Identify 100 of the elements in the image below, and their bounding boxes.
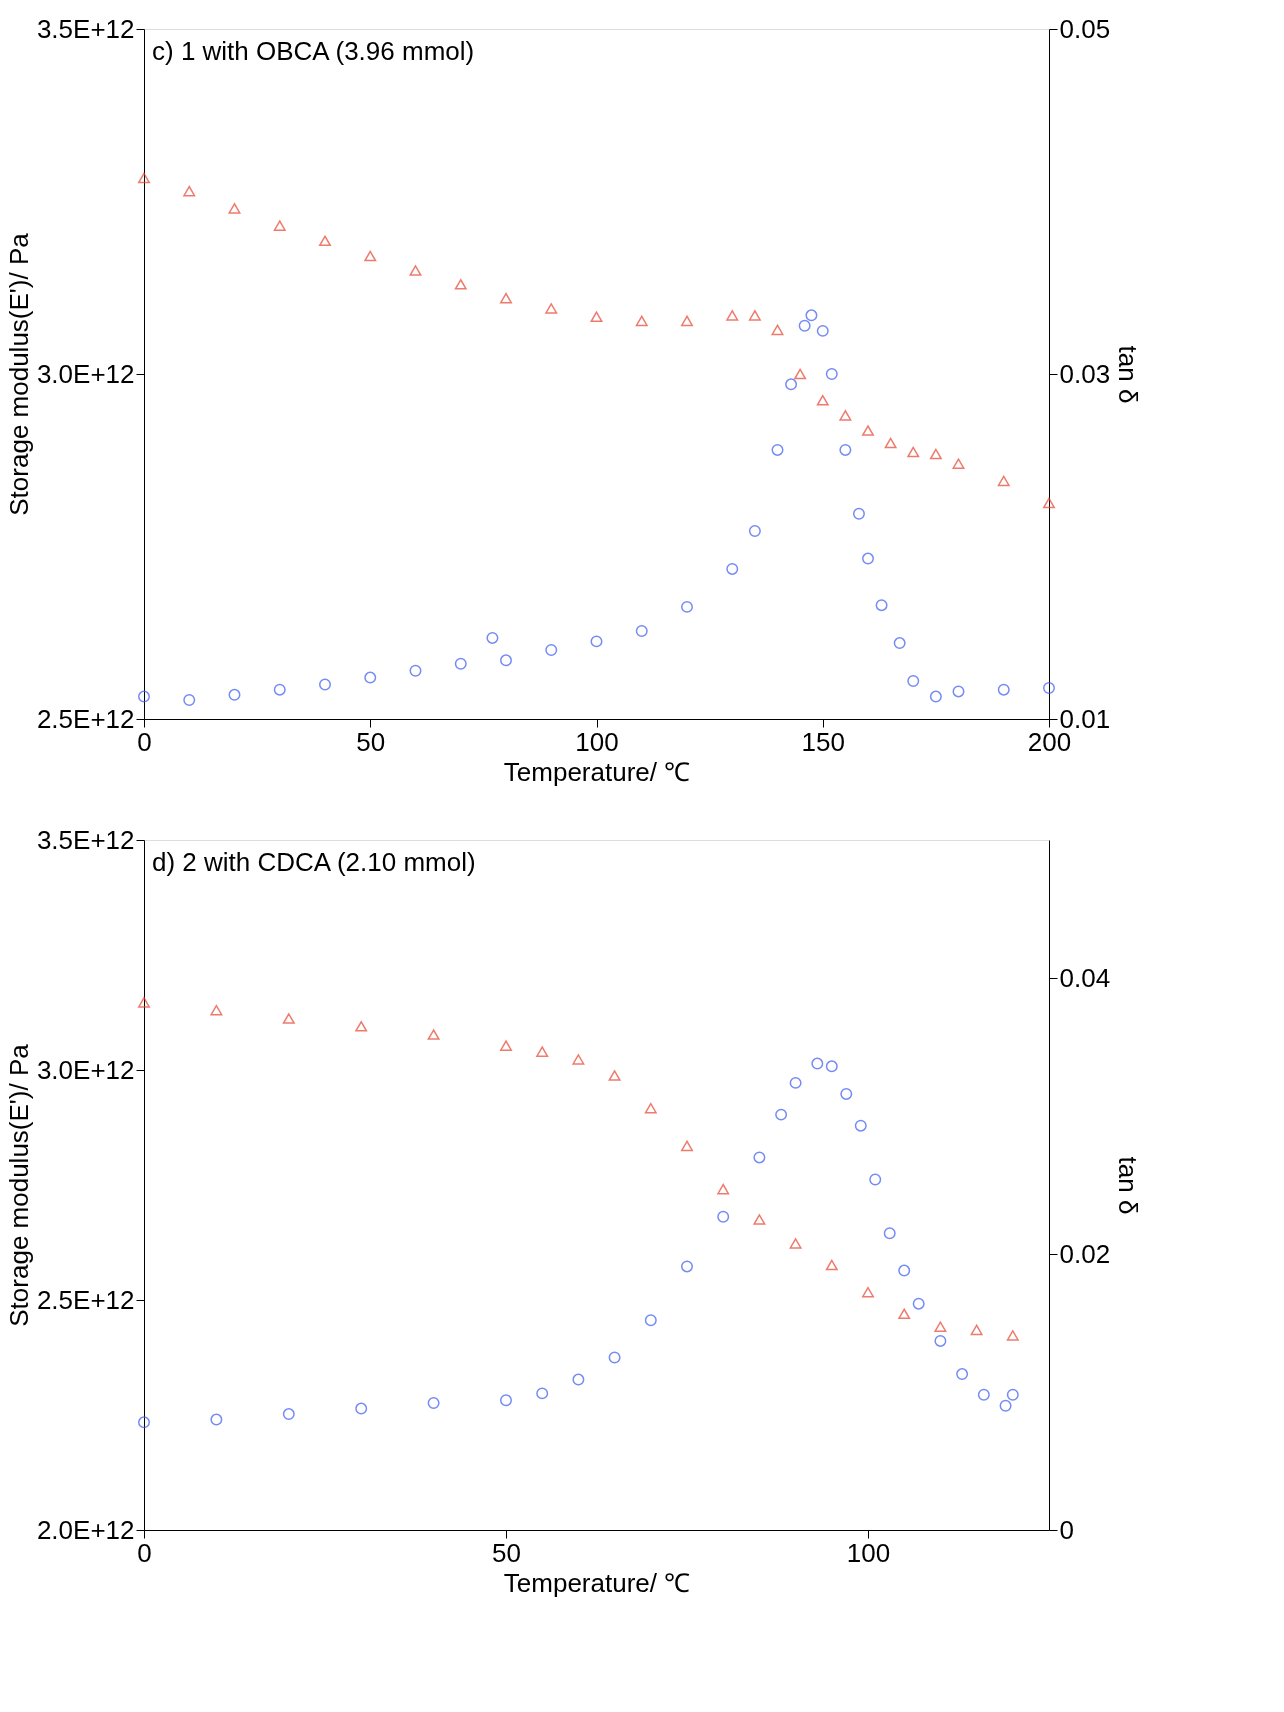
x-tick-label: 100 bbox=[846, 1537, 891, 1568]
point bbox=[500, 654, 512, 667]
point bbox=[228, 688, 241, 701]
point bbox=[934, 1334, 947, 1347]
point bbox=[854, 1119, 867, 1132]
y-tick-label: 2.0E+12 bbox=[36, 1514, 135, 1545]
point bbox=[934, 1321, 947, 1332]
y2-axis-title: tan δ bbox=[1113, 1156, 1144, 1215]
point bbox=[748, 524, 761, 537]
point bbox=[753, 1214, 766, 1225]
point bbox=[869, 1173, 882, 1186]
x-tick-label: 100 bbox=[575, 726, 619, 757]
y-tick-label: 2.5E+12 bbox=[36, 703, 135, 734]
point bbox=[862, 1286, 874, 1298]
point bbox=[912, 1297, 925, 1310]
point bbox=[681, 315, 693, 327]
point bbox=[282, 1408, 295, 1421]
point bbox=[572, 1054, 585, 1065]
point bbox=[644, 1314, 657, 1327]
y-tick-label: 3.0E+12 bbox=[36, 1054, 135, 1085]
point bbox=[789, 1238, 802, 1249]
point bbox=[644, 1102, 657, 1114]
point bbox=[839, 443, 852, 456]
point bbox=[839, 410, 852, 421]
y-tick-label: 2.5E+12 bbox=[36, 1284, 135, 1315]
y2-tick-label: 0 bbox=[1059, 1514, 1074, 1545]
point bbox=[929, 690, 942, 703]
point bbox=[681, 1260, 693, 1273]
point bbox=[635, 315, 648, 327]
y-tick-label: 3.0E+12 bbox=[36, 358, 135, 389]
y-tick-label: 3.5E+12 bbox=[36, 13, 135, 44]
point bbox=[1043, 497, 1055, 509]
point bbox=[798, 319, 811, 332]
point bbox=[355, 1021, 368, 1032]
point bbox=[536, 1046, 549, 1057]
point bbox=[228, 203, 241, 214]
y2-tick-label: 0.04 bbox=[1059, 962, 1111, 993]
chart-title: c) 1 with OBCA (3.96 mmol) bbox=[152, 36, 475, 66]
point bbox=[775, 1108, 788, 1121]
point bbox=[427, 1029, 440, 1040]
x-tick-label: 0 bbox=[137, 726, 152, 757]
y-axis-title: Storage modulus(E')/ Pa bbox=[3, 232, 34, 516]
point bbox=[590, 635, 603, 648]
y2-tick-label: 0.01 bbox=[1059, 703, 1111, 734]
point bbox=[210, 1413, 223, 1426]
point bbox=[590, 311, 603, 323]
point bbox=[753, 1151, 766, 1164]
point bbox=[997, 683, 1010, 696]
point bbox=[929, 448, 942, 460]
point bbox=[852, 507, 865, 520]
point bbox=[210, 1004, 223, 1016]
point bbox=[454, 279, 467, 290]
chart-title: d) 2 with CDCA (2.10 mmol) bbox=[152, 847, 476, 877]
point bbox=[608, 1351, 621, 1364]
y-tick-label: 3.5E+12 bbox=[36, 824, 135, 855]
point bbox=[427, 1397, 440, 1410]
point bbox=[816, 324, 829, 337]
point bbox=[1006, 1388, 1019, 1401]
y2-tick-label: 0.05 bbox=[1059, 13, 1111, 44]
point bbox=[545, 644, 558, 656]
point bbox=[907, 446, 920, 458]
point bbox=[883, 1227, 896, 1240]
point bbox=[789, 1076, 802, 1089]
point bbox=[1006, 1330, 1019, 1341]
point bbox=[825, 1060, 838, 1073]
point bbox=[825, 1259, 838, 1271]
point bbox=[183, 694, 196, 707]
point bbox=[635, 625, 648, 638]
point bbox=[726, 562, 739, 575]
point bbox=[608, 1070, 621, 1081]
y2-tick-label: 0.03 bbox=[1059, 358, 1111, 389]
point bbox=[997, 475, 1010, 487]
point bbox=[273, 683, 286, 696]
point bbox=[319, 235, 331, 247]
point bbox=[862, 425, 874, 436]
point bbox=[884, 437, 897, 449]
point bbox=[748, 310, 761, 321]
point bbox=[952, 458, 965, 469]
point bbox=[898, 1264, 911, 1277]
point bbox=[319, 678, 331, 691]
point bbox=[138, 690, 150, 703]
point bbox=[893, 637, 906, 650]
point bbox=[1043, 681, 1055, 694]
point bbox=[811, 1057, 824, 1070]
y2-axis-title: tan δ bbox=[1113, 345, 1144, 404]
point bbox=[875, 599, 888, 612]
point bbox=[364, 671, 377, 684]
point bbox=[840, 1087, 853, 1100]
point bbox=[977, 1388, 990, 1401]
point bbox=[952, 685, 965, 698]
point bbox=[970, 1324, 983, 1336]
point bbox=[409, 265, 422, 276]
point bbox=[572, 1373, 585, 1386]
point bbox=[138, 1416, 150, 1429]
point bbox=[536, 1387, 549, 1400]
x-tick-label: 0 bbox=[137, 1537, 152, 1568]
point bbox=[409, 664, 422, 677]
point bbox=[771, 443, 784, 456]
point bbox=[500, 292, 512, 304]
point bbox=[500, 1394, 512, 1407]
